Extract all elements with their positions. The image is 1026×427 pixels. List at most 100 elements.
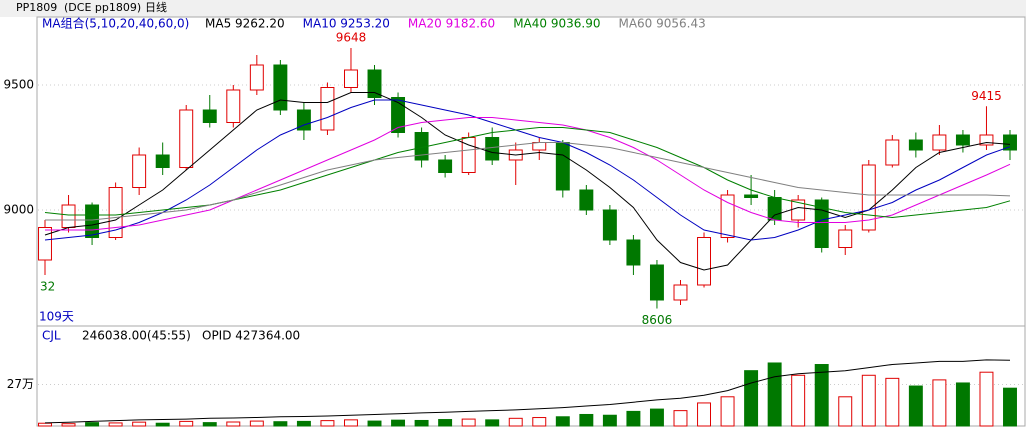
- volume-bar: [673, 410, 688, 427]
- volume-bar: [626, 410, 641, 427]
- legend-entry: MA20 9182.60: [408, 17, 495, 31]
- legend-value: 246038.00(45:55): [82, 329, 191, 343]
- candle-body: [744, 194, 759, 198]
- candle-body: [532, 142, 547, 151]
- y-tick-label: 9000: [3, 203, 34, 217]
- volume-bar: [132, 421, 147, 427]
- candle-body: [179, 109, 194, 168]
- volume-bar: [367, 420, 382, 427]
- volume-bar: [296, 420, 311, 427]
- candle-body: [132, 154, 147, 188]
- candle-body: [838, 229, 853, 248]
- volume-bar: [532, 417, 547, 427]
- candle-body: [85, 204, 100, 238]
- candle-body: [1003, 134, 1017, 151]
- volume-bar: [249, 420, 264, 427]
- volume-bar: [202, 422, 217, 427]
- volume-bar: [344, 419, 358, 427]
- volume-bar: [649, 408, 664, 427]
- volume-bar: [320, 420, 335, 427]
- candle-body: [344, 69, 358, 88]
- ma-line: [45, 142, 1011, 221]
- volume-bar: [461, 418, 476, 427]
- y-tick-label: 9500: [3, 78, 34, 92]
- legend-entry: MA40 9036.90: [513, 17, 600, 31]
- candle-body: [320, 87, 335, 131]
- volume-bar: [85, 422, 100, 427]
- candle-body: [485, 137, 500, 161]
- volume-bar: [226, 421, 241, 427]
- volume-bar: [555, 416, 570, 427]
- legend-oi: OPID 427364.00: [202, 329, 300, 343]
- y-tick-label: 27万: [7, 377, 34, 391]
- candle-body: [697, 237, 711, 286]
- volume-bar: [885, 377, 900, 427]
- ma-line: [45, 117, 1011, 231]
- volume-bar: [179, 420, 194, 427]
- legend-entry: MA10 9253.20: [303, 17, 390, 31]
- volume-bar: [955, 382, 970, 427]
- candle-body: [391, 97, 406, 133]
- legend-title: CJL: [42, 329, 61, 343]
- volume-bar: [697, 402, 711, 427]
- candle-body: [979, 134, 994, 146]
- oi-line: [44, 359, 1011, 424]
- left-note: 32: [40, 280, 55, 294]
- candle-body: [202, 109, 217, 123]
- extreme-label: 8606: [642, 313, 673, 327]
- volume-bar: [814, 364, 829, 427]
- candle-body: [626, 239, 641, 266]
- period[interactable]: 日线: [145, 0, 167, 14]
- extreme-label: 9648: [336, 31, 367, 45]
- title-bar: [0, 0, 1026, 17]
- candle-body: [932, 134, 947, 151]
- candle-body: [226, 89, 241, 123]
- candle-body: [579, 189, 594, 211]
- candle-body: [438, 159, 453, 173]
- extreme-label: 9415: [971, 89, 1002, 103]
- volume-bar: [38, 422, 52, 427]
- candle-body: [367, 69, 382, 98]
- candle-body: [555, 142, 570, 191]
- candle-body: [273, 64, 288, 111]
- volume-bar: [508, 417, 523, 427]
- legend-title: MA组合(5,10,20,40,60,0): [42, 16, 189, 31]
- volume-bar: [1003, 387, 1017, 427]
- volume-bar: [273, 421, 288, 427]
- count-label: 109天: [39, 310, 74, 324]
- volume-bar: [391, 419, 406, 427]
- candle-body: [861, 164, 876, 231]
- volume-bar: [908, 385, 923, 427]
- volume-bar: [979, 371, 994, 427]
- candle-body: [296, 109, 311, 131]
- volume-bar: [932, 379, 947, 427]
- candle-body: [61, 204, 76, 228]
- candle-body: [249, 64, 264, 91]
- volume-bar: [61, 423, 76, 427]
- exchange: (DCE pp1809): [64, 1, 141, 14]
- volume-bar: [838, 396, 853, 427]
- ma-line: [44, 99, 1011, 241]
- volume-bar: [155, 422, 170, 427]
- volume-bar: [720, 396, 735, 427]
- volume-bar: [767, 362, 782, 427]
- candle-body: [673, 284, 688, 301]
- legend-entry: MA60 9056.43: [618, 17, 705, 31]
- volume-bar: [414, 419, 429, 427]
- candle-body: [108, 187, 123, 238]
- candle-body: [720, 194, 735, 238]
- candle-body: [649, 264, 664, 301]
- volume-panel: [36, 325, 1026, 427]
- legend-entry: MA5 9262.20: [205, 17, 285, 31]
- volume-bar: [108, 422, 123, 427]
- candle-body: [955, 134, 970, 146]
- symbol: PP1809: [16, 1, 57, 14]
- candle-body: [38, 227, 52, 261]
- volume-bar: [744, 370, 759, 427]
- candle-body: [885, 139, 900, 166]
- candle-body: [908, 139, 923, 151]
- volume-bar: [579, 413, 594, 427]
- ma-line: [44, 92, 1011, 271]
- volume-bar: [438, 419, 453, 427]
